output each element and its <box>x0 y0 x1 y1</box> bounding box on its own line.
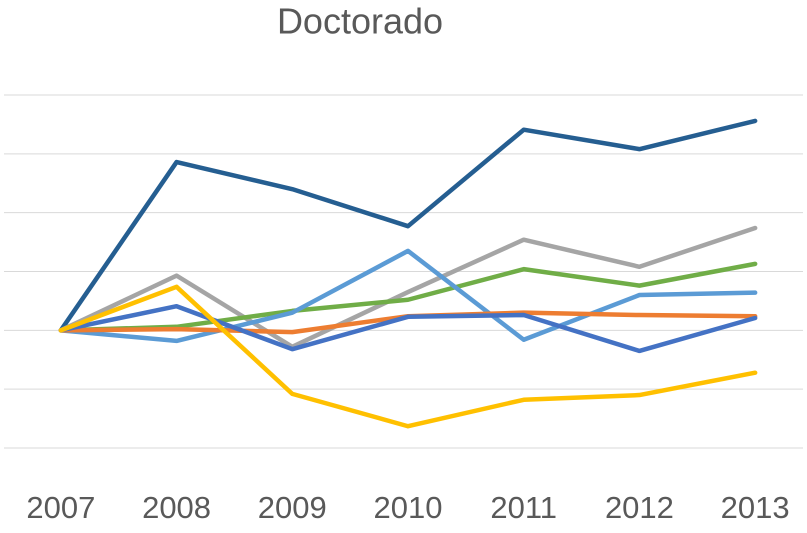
x-tick-label: 2008 <box>142 490 211 525</box>
series-line <box>58 225 758 350</box>
x-tick-label: 2010 <box>374 490 443 525</box>
series-line <box>58 261 758 333</box>
series-line <box>58 303 758 354</box>
x-tick-label: 2012 <box>605 490 674 525</box>
x-tick-label: 2013 <box>721 490 790 525</box>
x-tick-label: 2007 <box>26 490 95 525</box>
series-line <box>58 284 758 429</box>
series-line <box>58 118 758 333</box>
chart-title: Doctorado <box>277 1 443 42</box>
x-tick-label: 2009 <box>258 490 327 525</box>
x-tick-label: 2011 <box>490 490 557 525</box>
series-line <box>58 248 758 344</box>
